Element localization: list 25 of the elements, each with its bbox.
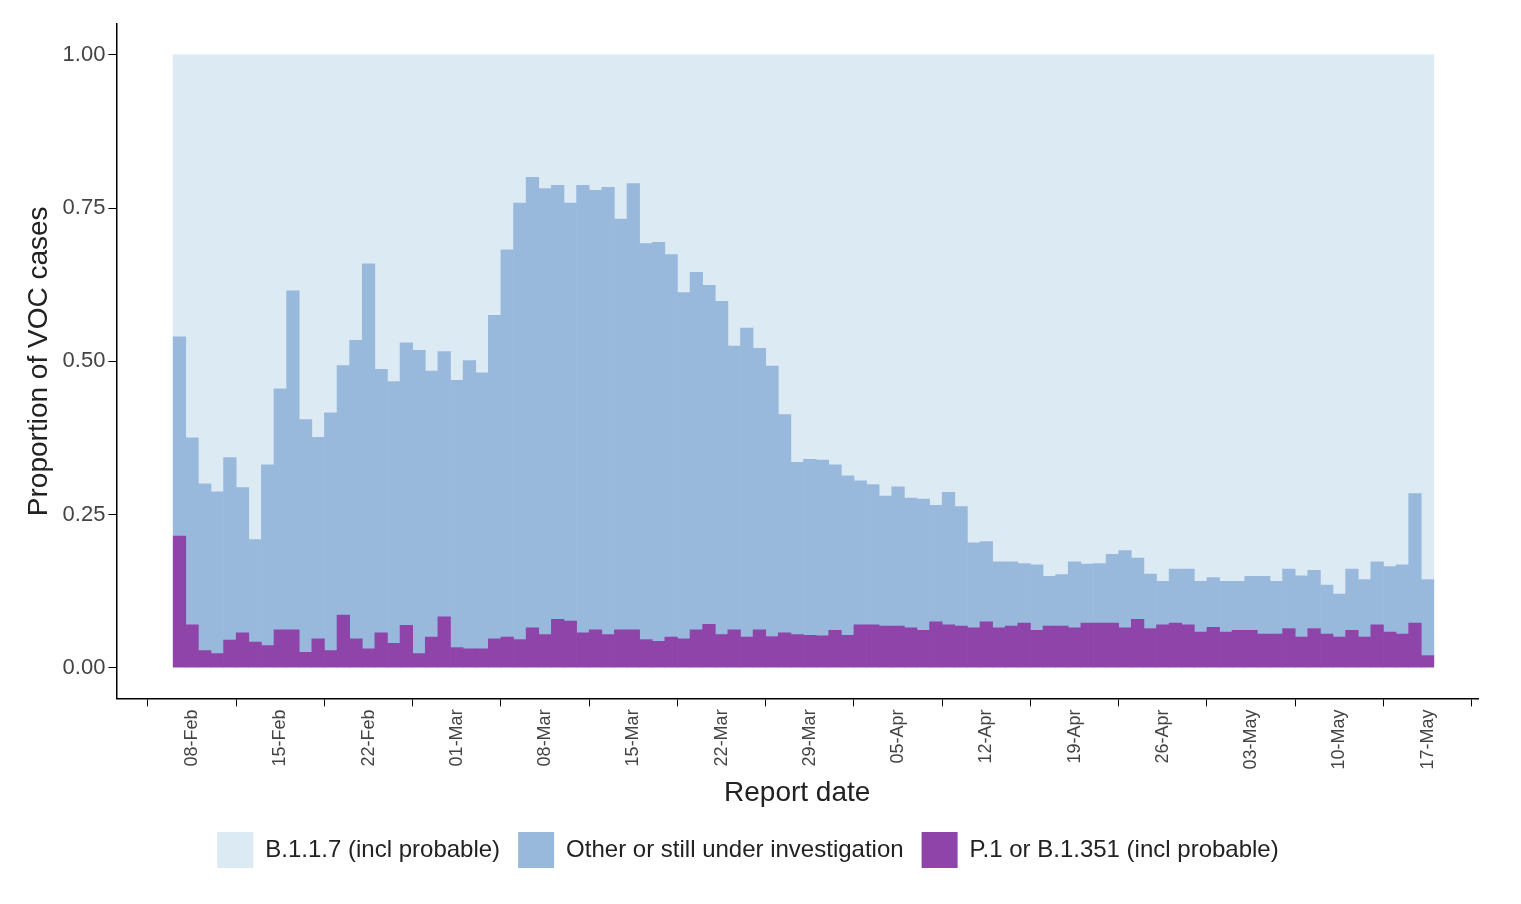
x-tick-label: 17-May bbox=[1416, 709, 1437, 770]
x-tick-label: 29-Mar bbox=[798, 709, 819, 767]
x-tick-label: 01-Mar bbox=[445, 709, 466, 767]
y-tick-label: 0.75 bbox=[62, 194, 106, 220]
y-tick-label: 1.00 bbox=[62, 40, 106, 66]
x-tick-label: 15-Feb bbox=[269, 709, 290, 767]
x-tick-label: 12-Apr bbox=[975, 709, 996, 764]
x-tick-label: 10-May bbox=[1328, 709, 1349, 770]
x-tick-label: 08-Mar bbox=[534, 709, 555, 767]
y-tick-label: 0.25 bbox=[62, 500, 106, 526]
x-tick-label: 03-May bbox=[1240, 709, 1261, 770]
x-tick-label: 19-Apr bbox=[1063, 709, 1084, 764]
x-tick-label: 15-Mar bbox=[622, 709, 643, 767]
y-axis-title: Proportion of VOC cases bbox=[21, 206, 53, 517]
x-axis-title: Report date bbox=[724, 775, 871, 807]
x-tick-label: 22-Mar bbox=[710, 709, 731, 767]
x-tick-label: 26-Apr bbox=[1151, 709, 1172, 764]
x-tick-label: 08-Feb bbox=[181, 709, 202, 767]
legend-label: P.1 or B.1.351 (incl probable) bbox=[969, 834, 1279, 862]
x-tick-label: 05-Apr bbox=[887, 709, 908, 764]
legend-label: Other or still under investigation bbox=[566, 834, 904, 862]
y-tick-label: 0.00 bbox=[62, 653, 106, 679]
y-tick-label: 0.50 bbox=[62, 347, 106, 373]
legend-label: B.1.1.7 (incl probable) bbox=[265, 834, 501, 862]
x-tick-label: 22-Feb bbox=[357, 709, 378, 767]
